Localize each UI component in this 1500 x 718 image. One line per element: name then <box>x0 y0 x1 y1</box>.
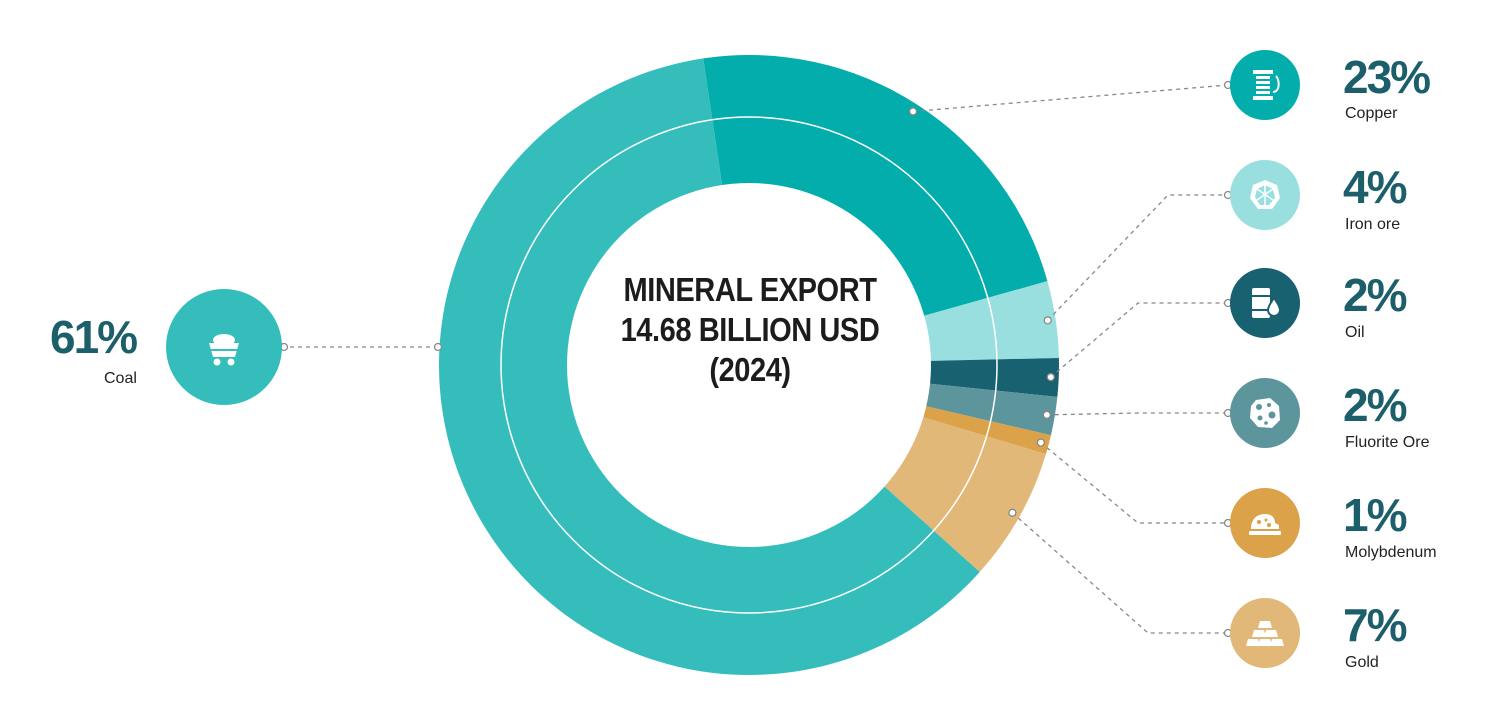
iron-ore-icon <box>1230 160 1300 230</box>
inner-ring-line <box>500 116 998 614</box>
donut-hole <box>567 183 931 547</box>
slice-label-molybdenum: Molybdenum <box>1345 544 1437 561</box>
slice-percent-iron-ore: 4% <box>1343 161 1408 213</box>
leader-line <box>1046 412 1228 416</box>
fluorite-ore-icon <box>1230 378 1300 448</box>
center-title: MINERAL EXPORT 14.68 BILLION USD (2024) <box>620 271 880 388</box>
slice-percent-copper: 23% <box>1343 51 1431 103</box>
leader-line <box>1040 442 1228 524</box>
copper-spool-icon <box>1230 50 1300 120</box>
leader-line <box>1050 302 1228 378</box>
leader-dot <box>433 342 443 352</box>
coal-cart-icon <box>166 289 282 405</box>
slice-percent-gold: 7% <box>1343 599 1408 651</box>
slice-percent-coal: 61% <box>50 311 138 363</box>
leader-dot <box>1036 438 1045 447</box>
slice-label-fluorite-ore: Fluorite Ore <box>1345 434 1430 451</box>
slice-label-copper: Copper <box>1345 105 1398 122</box>
slice-percent-molybdenum: 1% <box>1343 489 1408 541</box>
leader-dot <box>1046 372 1055 382</box>
slice-label-gold: Gold <box>1345 654 1379 671</box>
slice-label-oil: Oil <box>1345 324 1365 341</box>
oil-barrel-icon <box>1230 268 1300 338</box>
leader-dot <box>908 107 918 116</box>
slice-percent-fluorite-ore: 2% <box>1343 379 1408 431</box>
leader-line <box>1047 194 1228 321</box>
leader-line <box>1011 512 1228 634</box>
slice-label-coal: Coal <box>104 370 137 387</box>
molybdenum-icon <box>1230 488 1300 558</box>
gold-bars-icon <box>1230 598 1300 668</box>
slice-label-iron-ore: Iron ore <box>1345 216 1401 233</box>
leader-line <box>912 84 1229 113</box>
leader-dot <box>1008 508 1017 517</box>
leader-dot <box>1042 410 1052 419</box>
leader-dot <box>1043 316 1052 325</box>
slice-percent-oil: 2% <box>1343 269 1408 321</box>
